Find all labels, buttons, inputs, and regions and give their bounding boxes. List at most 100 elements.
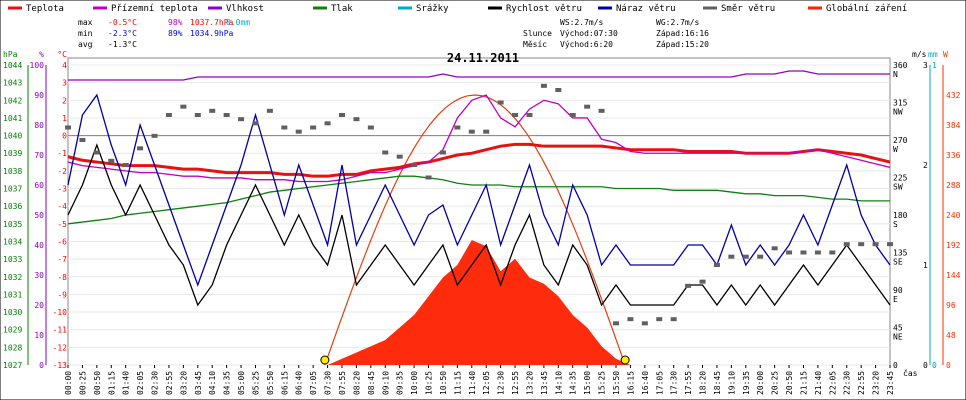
chart-title: 24.11.2011 — [447, 51, 519, 65]
wind-direction-point — [627, 317, 634, 322]
x-tick-label: 16:15 — [626, 371, 635, 395]
pressure-axis-unit: hPa — [3, 50, 18, 59]
wind-direction-point — [223, 113, 230, 117]
sun-rise: Východ:07:30 — [560, 29, 618, 38]
temperature-axis-tick: -10 — [53, 308, 68, 317]
direction-axis-tick: 90 — [893, 286, 903, 295]
wind-direction-point — [238, 117, 245, 122]
temperature-axis-tick: 4 — [62, 61, 67, 70]
moon-set: Západ:15:20 — [656, 40, 709, 49]
radiation-axis-tick: 432 — [946, 91, 961, 100]
wind-direction-point — [425, 175, 432, 180]
wind-direction-point — [800, 250, 807, 255]
wind-direction-point — [786, 250, 793, 255]
wind-direction-point — [281, 125, 288, 130]
x-tick-label: 08:45 — [367, 371, 376, 395]
wind-direction-point — [93, 150, 100, 155]
legend-label: Globální záření — [826, 4, 907, 14]
x-tick-label: 07:05 — [309, 371, 318, 395]
x-tick-label: 18:20 — [699, 371, 708, 395]
direction-axis-compass: NE — [893, 333, 903, 342]
temperature-axis-tick: -13 — [53, 361, 68, 370]
x-tick-label: 20:50 — [785, 371, 794, 395]
direction-axis-compass: N — [893, 70, 898, 79]
radiation-axis-tick: 144 — [946, 271, 961, 280]
x-tick-label: 17:30 — [670, 371, 679, 395]
temperature-axis-tick: -2 — [57, 167, 67, 176]
direction-axis-tick: 45 — [893, 324, 903, 333]
temperature-axis-tick: -11 — [53, 326, 68, 335]
wind-direction-point — [165, 113, 172, 117]
pressure-axis-tick: 1039 — [3, 149, 22, 158]
legend-label: Přízemní teplota — [111, 4, 198, 14]
direction-axis-tick: 135 — [893, 249, 908, 258]
wind-direction-point — [122, 163, 129, 167]
radiation-axis-tick: 0 — [946, 361, 951, 370]
x-tick-label: 04:10 — [208, 371, 217, 395]
direction-axis-compass: E — [893, 295, 898, 304]
pressure-axis-tick: 1044 — [3, 61, 22, 70]
wind-direction-point — [266, 108, 273, 113]
wind-direction-point — [814, 250, 821, 255]
wind-direction-point — [555, 88, 562, 92]
wind-direction-point — [858, 242, 865, 247]
wind-direction-point — [353, 117, 360, 122]
wind-direction-point — [382, 150, 389, 155]
wind-direction-point — [512, 113, 519, 117]
radiation-axis-tick: 48 — [946, 331, 956, 340]
series-line — [67, 175, 890, 225]
wind-direction-point — [310, 125, 317, 130]
series-line — [68, 70, 890, 81]
x-tick-label: 01:15 — [107, 371, 116, 395]
wind-direction-point — [584, 104, 591, 109]
wind-direction-point — [887, 242, 893, 247]
x-tick-label: 07:55 — [338, 371, 347, 395]
temperature-axis-tick: 2 — [62, 96, 67, 105]
wind-axis-tick: 0 — [923, 361, 928, 370]
rain-axis-tick: 0 — [932, 361, 937, 370]
x-tick-label: 09:35 — [396, 371, 405, 395]
legend-label: Srážky — [416, 4, 449, 14]
x-tick-label: 22:30 — [843, 371, 852, 395]
legend-label: Vlhkost — [226, 4, 264, 14]
wind-direction-point — [685, 283, 692, 288]
wind-direction-point — [209, 108, 216, 113]
x-tick-label: 11:40 — [468, 371, 477, 395]
temperature-axis-unit: °C — [57, 50, 67, 59]
legend-label: Rychlost větru — [506, 4, 582, 14]
wind-direction-point — [641, 321, 648, 326]
x-tick-label: 10:00 — [410, 371, 419, 395]
x-axis: 00:00 00:25 00:50 01:15 01:40 02:05 02:30 02:55… — [64, 365, 895, 395]
pressure-axis-tick: 1036 — [3, 202, 22, 211]
x-tick-label: 08:20 — [352, 371, 361, 395]
radiation-axis-tick: 240 — [946, 211, 961, 220]
x-tick-label: 13:20 — [525, 371, 534, 395]
wind-axis-unit: m/s — [912, 50, 927, 59]
legend: Teplota Přízemní teplota Vlhkost Tlak Srážky… — [8, 4, 907, 14]
temperature-axis-tick: -4 — [57, 202, 67, 211]
wind-direction-point — [367, 125, 374, 130]
temperature-axis-tick: -6 — [57, 237, 67, 246]
humidity-axis-unit: % — [39, 50, 44, 59]
temperature-axis-tick: 0 — [62, 132, 67, 141]
wind-direction-point — [829, 250, 836, 255]
wind-direction-point — [728, 254, 735, 259]
x-tick-label: 15:25 — [598, 371, 607, 395]
humidity-axis-tick: 60 — [34, 181, 44, 190]
x-tick-label: 03:45 — [194, 371, 203, 395]
x-tick-label: 07:30 — [324, 371, 333, 395]
x-tick-label: 23:20 — [872, 371, 881, 395]
wind-direction-point — [742, 254, 749, 259]
wind-direction-point — [526, 113, 533, 117]
x-tick-label: 03:20 — [179, 371, 188, 395]
wind-direction-point — [713, 263, 720, 267]
x-tick-label: 09:10 — [381, 371, 390, 395]
direction-axis-compass: S — [893, 220, 898, 229]
x-tick-label: 05:00 — [237, 371, 246, 395]
x-tick-label: 00:50 — [93, 371, 102, 395]
direction-axis-tick: 315 — [893, 99, 908, 108]
x-tick-label: 02:05 — [136, 371, 145, 395]
sun-set: Západ:16:16 — [656, 29, 709, 38]
humidity-axis-tick: 40 — [34, 241, 44, 250]
